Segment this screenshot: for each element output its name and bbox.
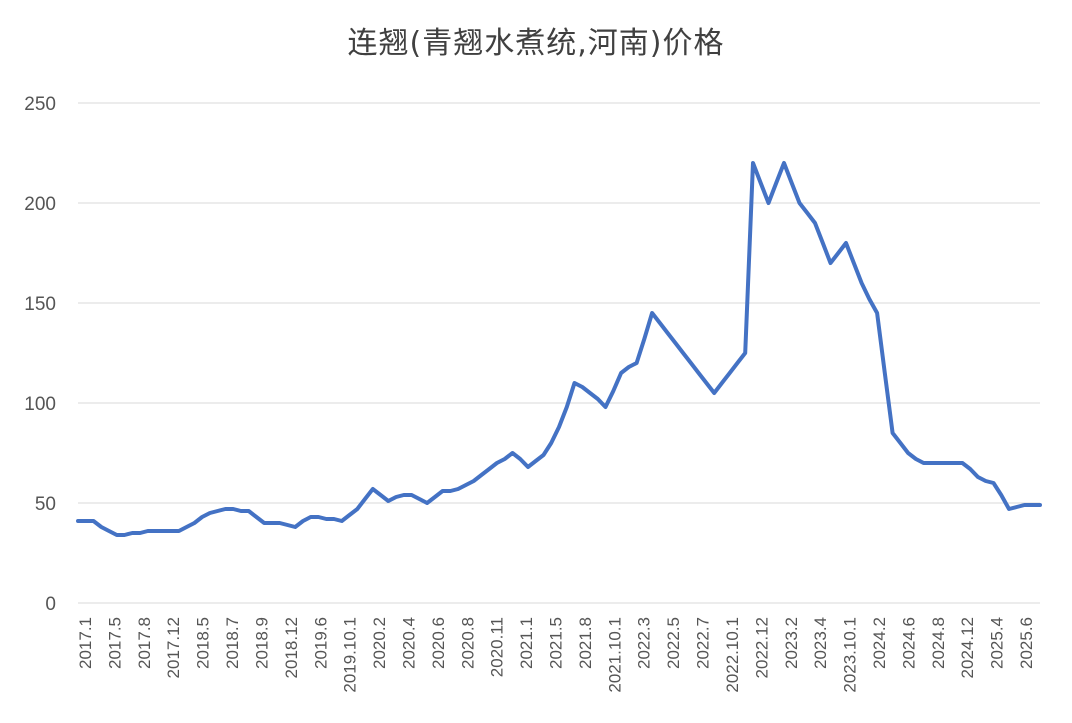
y-tick-label: 100 — [24, 394, 56, 415]
x-tick-label: 2019.10.1 — [341, 617, 360, 693]
x-tick-label: 2022.5 — [664, 617, 683, 669]
x-tick-label: 2020.8 — [458, 617, 477, 669]
x-tick-label: 2025.6 — [1017, 617, 1036, 669]
y-tick-label: 150 — [24, 294, 56, 315]
x-tick-label: 2024.2 — [870, 617, 889, 669]
x-tick-label: 2018.9 — [252, 617, 271, 669]
y-tick-label: 200 — [24, 194, 56, 215]
x-tick-label: 2017.5 — [105, 617, 124, 669]
x-tick-label: 2023.4 — [811, 617, 830, 669]
x-tick-label: 2018.5 — [194, 617, 213, 669]
x-tick-label: 2017.8 — [135, 617, 154, 669]
x-tick-label: 2022.12 — [752, 617, 771, 678]
x-tick-label: 2018.7 — [223, 617, 242, 669]
chart-title: 连翘(青翘水煮统,河南)价格 — [347, 26, 725, 61]
x-tick-label: 2017.1 — [76, 617, 95, 669]
x-tick-label: 2022.10.1 — [723, 617, 742, 693]
x-tick-label: 2024.6 — [899, 617, 918, 669]
x-tick-label: 2023.2 — [782, 617, 801, 669]
x-tick-label: 2022.3 — [635, 617, 654, 669]
x-tick-label: 2024.12 — [958, 617, 977, 678]
x-tick-label: 2025.4 — [988, 617, 1007, 669]
y-tick-label: 250 — [24, 94, 56, 115]
x-tick-label: 2021.10.1 — [605, 617, 624, 693]
x-tick-label: 2024.8 — [929, 617, 948, 669]
x-tick-label: 2021.8 — [576, 617, 595, 669]
series-line — [76, 161, 1042, 537]
x-tick-label: 2017.12 — [164, 617, 183, 678]
x-tick-label: 2023.10.1 — [841, 617, 860, 693]
x-tick-label: 2020.11 — [488, 617, 507, 677]
x-tick-label: 2021.1 — [517, 617, 536, 669]
x-tick-label: 2020.2 — [370, 617, 389, 669]
y-tick-label: 50 — [35, 494, 56, 515]
x-tick-label: 2019.6 — [311, 617, 330, 669]
y-tick-label: 0 — [45, 594, 56, 615]
x-tick-label: 2018.12 — [282, 617, 301, 678]
x-tick-label: 2022.7 — [694, 617, 713, 669]
x-tick-label: 2021.5 — [547, 617, 566, 669]
x-tick-label: 2020.6 — [429, 617, 448, 669]
x-tick-label: 2020.4 — [400, 617, 419, 669]
